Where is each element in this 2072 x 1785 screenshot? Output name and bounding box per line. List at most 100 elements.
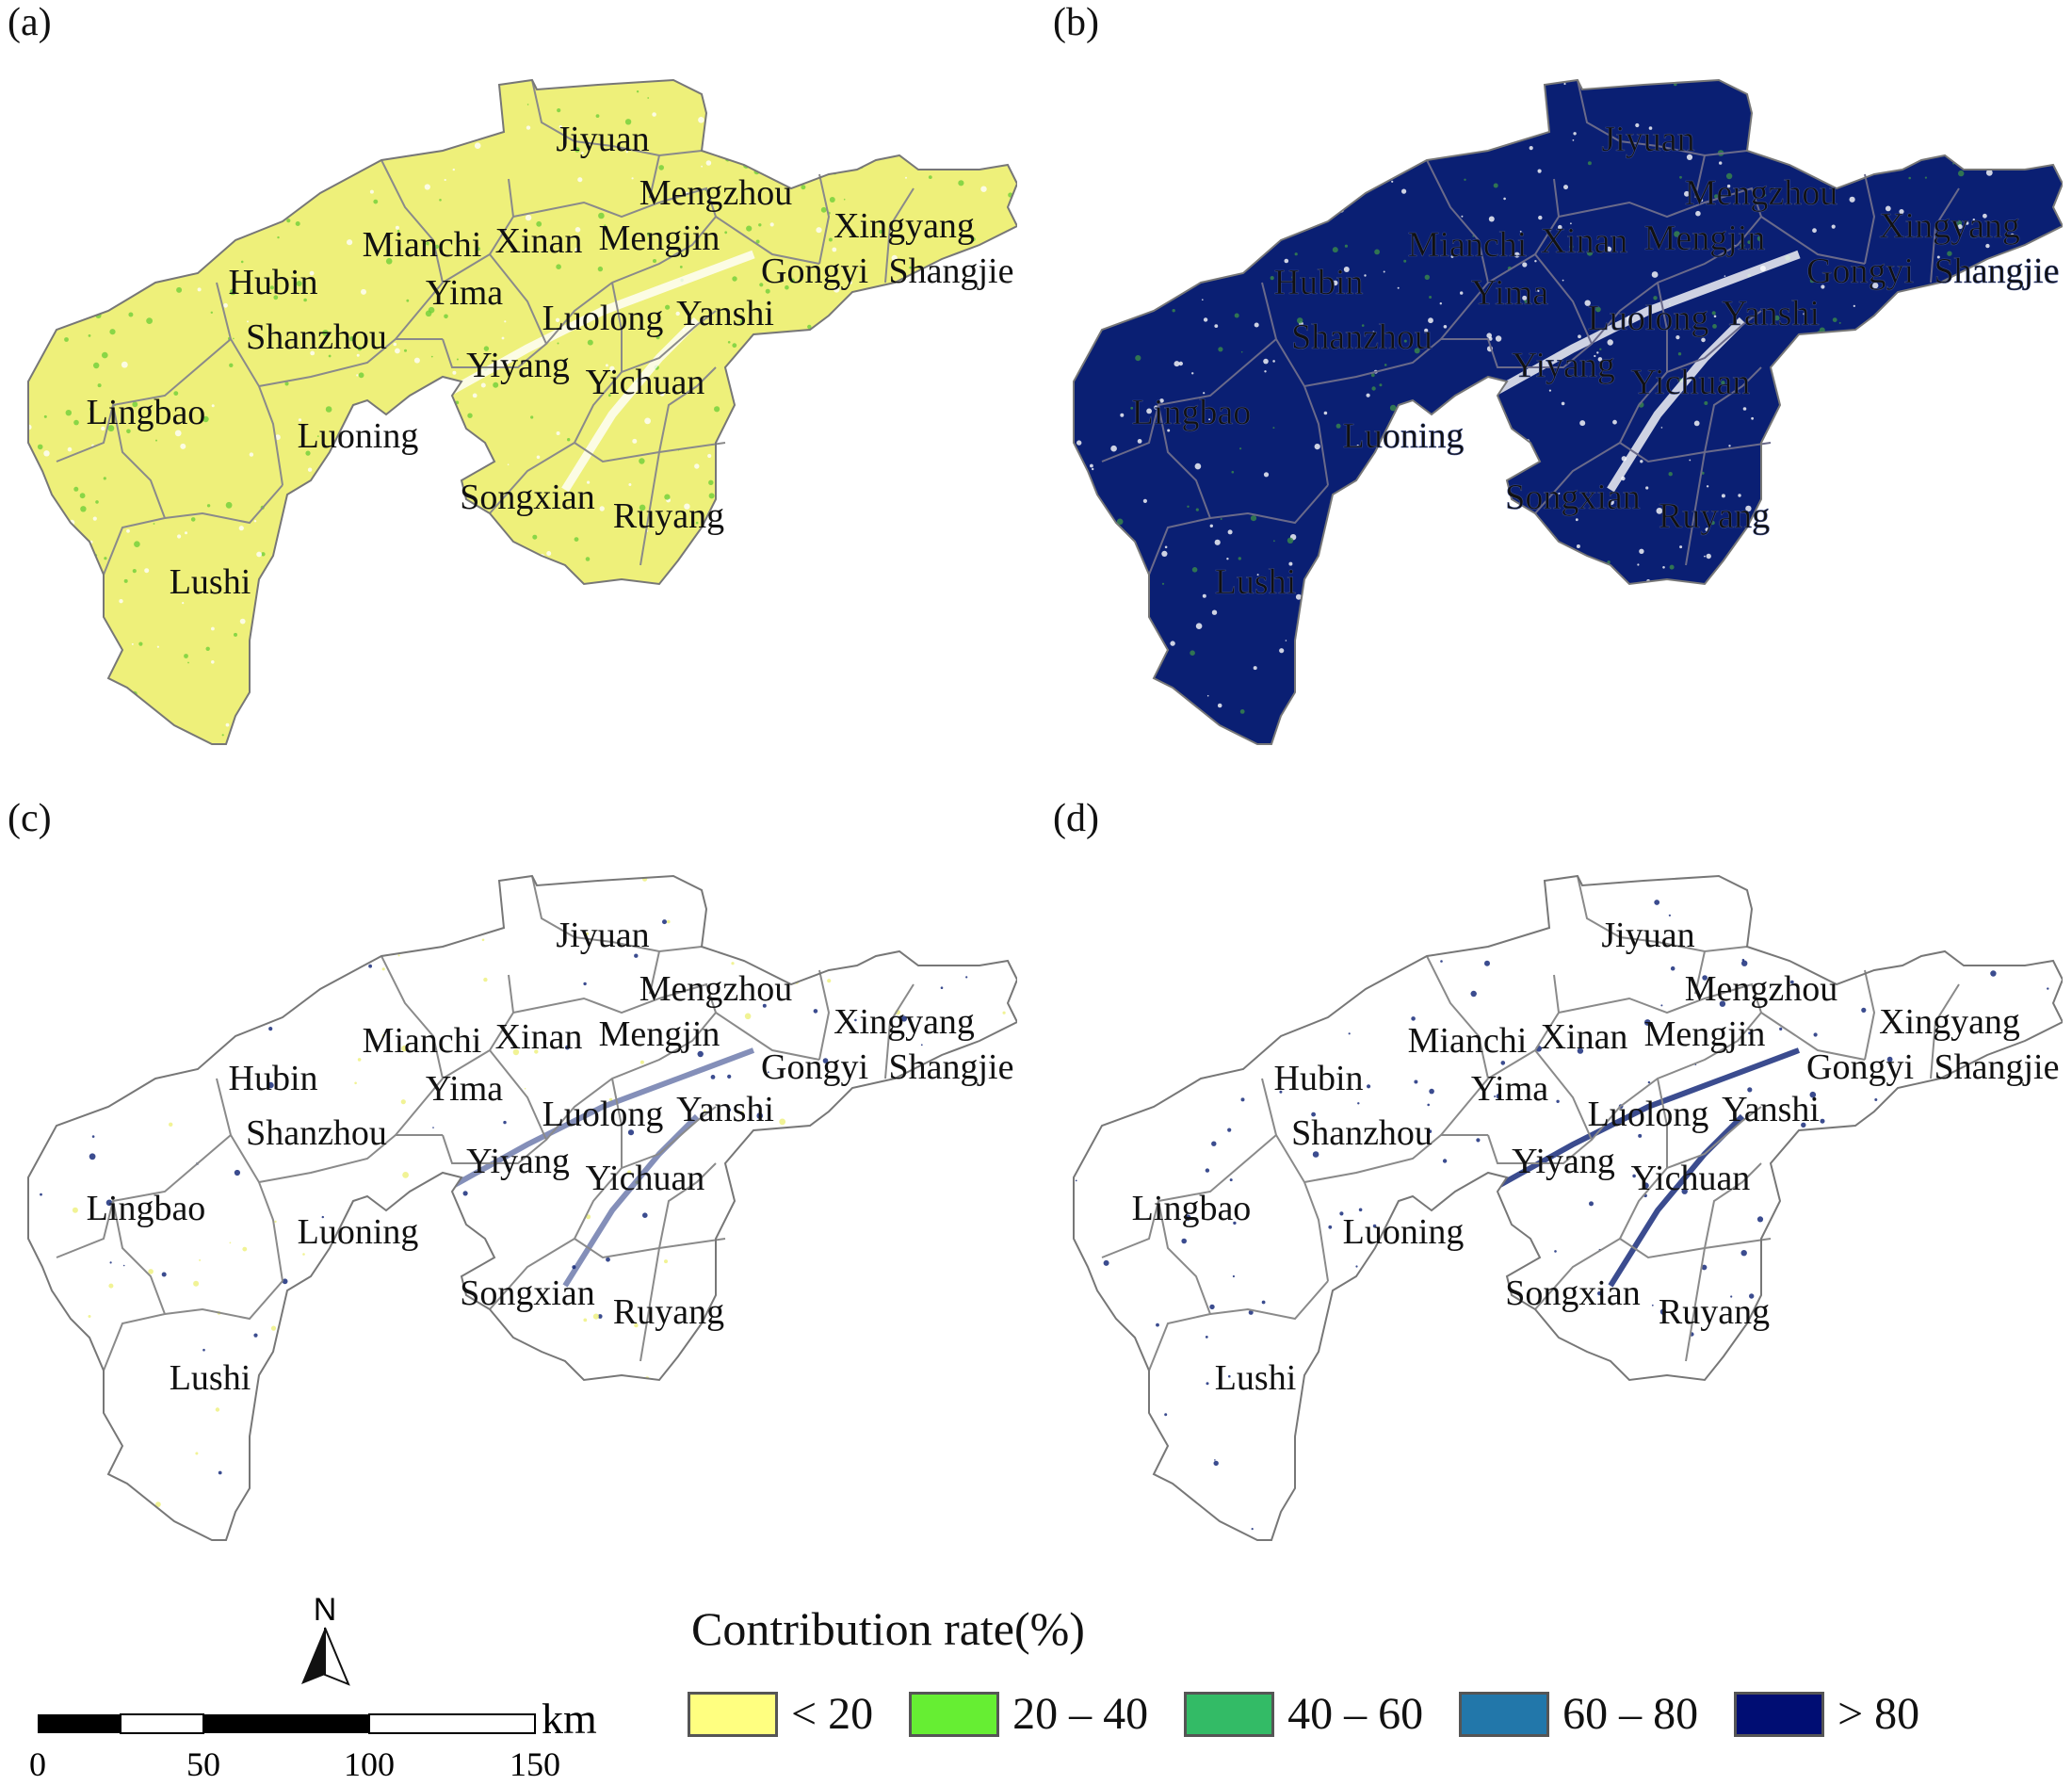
place-label-xingyang: Xingyang [1879,206,2020,246]
place-label-lushi: Lushi [170,562,251,602]
legend-label: 60 – 80 [1562,1689,1699,1739]
county-border [56,1134,232,1258]
scale-tick: 50 [186,1745,220,1780]
county-border [1101,1134,1277,1258]
county-border [1303,1134,1488,1183]
place-label-mengjin: Mengjin [1644,219,1766,258]
county-border [489,1238,575,1310]
place-label-yiyang: Yiyang [1512,346,1615,385]
place-label-hubin: Hubin [229,263,318,302]
county-border [512,982,717,1014]
place-label-shangjie: Shangjie [1934,1047,2060,1087]
place-label-mianchi: Mianchi [1408,225,1528,265]
scale-tick: 0 [29,1745,46,1780]
county-border [489,442,575,514]
region-outline [27,874,1017,1541]
county-border [1666,310,1762,373]
region-outline [1073,78,2063,745]
place-label-yanshi: Yanshi [676,1090,774,1129]
north-arrow-icon: N [301,1592,350,1686]
place-label-shangjie: Shangjie [889,1047,1014,1087]
county-border [574,1238,726,1259]
place-label-lingbao: Lingbao [1132,393,1252,432]
north-label: N [314,1592,337,1628]
place-label-hubin: Hubin [1274,263,1364,302]
place-label-xinan: Xinan [1541,221,1628,261]
county-border [545,216,717,345]
place-label-yichuan: Yichuan [1631,363,1751,402]
place-label-lingbao: Lingbao [87,1189,206,1228]
county-border [258,338,443,387]
place-label-yiyang: Yiyang [466,346,570,385]
map-svg: Jiyuan Mengzhou Xingyang Mianchi Xinan Mengji… [27,874,1017,1541]
county-border [103,404,167,576]
county-border [884,983,915,1079]
place-label-yima: Yima [426,1069,503,1109]
county-border [1591,1012,1762,1141]
county-border [639,451,660,566]
county-border [649,950,660,995]
place-label-mengzhou: Mengzhou [639,969,793,1009]
county-border [1558,982,1762,1014]
county-border [103,1200,167,1371]
scale-bar-and-north-arrow: N km 0 50 100 150 [28,1564,669,1783]
county-border [1487,253,1594,368]
county-border [1534,442,1621,514]
legend-items: < 20 20 – 40 40 – 60 60 – 80 > 80 [688,1688,1955,1740]
legend-label: < 20 [791,1689,874,1739]
map-panel-c: Jiyuan Mengzhou Xingyang Mianchi Xinan Mengji… [0,796,1017,1568]
county-border [164,484,283,525]
place-label-ruyang: Ruyang [613,496,724,536]
place-label-songxian: Songxian [1505,478,1641,517]
place-label-lushi: Lushi [170,1358,251,1398]
legend-item: 60 – 80 [1459,1688,1698,1740]
place-label-lingbao: Lingbao [87,393,206,432]
region-fill [1074,876,2063,1540]
place-label-luoning: Luoning [298,1212,419,1252]
county-border [1591,216,1762,345]
county-border [1534,1238,1621,1310]
region-fill [28,80,1017,744]
county-border [1685,451,1706,566]
region-fill [1074,80,2063,744]
place-label-hubin: Hubin [229,1059,318,1098]
scale-tick: 100 [344,1745,395,1780]
county-border [1760,216,1866,265]
county-border [574,442,726,463]
scale-bar: km 0 50 100 150 [29,1695,597,1783]
county-border [1760,1012,1866,1061]
place-label-lushi: Lushi [1215,562,1297,602]
legend-item: < 20 [688,1688,873,1740]
county-border [1426,159,1489,284]
panel-label: (c) [8,797,52,840]
legend-item: 20 – 40 [909,1688,1148,1740]
county-border [380,955,444,1079]
region-outline [1073,874,2063,1541]
county-border [442,1049,548,1164]
scale-tick: 150 [510,1745,560,1780]
place-label-gongyi: Gongyi [761,1047,868,1087]
place-label-luoning: Luoning [298,416,419,456]
place-label-mianchi: Mianchi [363,225,482,265]
place-label-gongyi: Gongyi [1806,252,1914,291]
county-border [1930,983,1960,1079]
county-border [1694,154,1706,199]
county-border [884,187,915,284]
place-label-songxian: Songxian [1505,1274,1641,1313]
county-border [1148,404,1212,576]
county-border [1426,955,1489,1079]
county-border [621,310,717,373]
place-label-yanshi: Yanshi [676,294,774,333]
place-label-gongyi: Gongyi [1806,1047,1914,1087]
place-label-jiyuan: Jiyuan [1601,120,1694,159]
place-label-yiyang: Yiyang [1512,1142,1615,1181]
place-label-yichuan: Yichuan [1631,1159,1751,1198]
place-label-shanzhou: Shanzhou [1291,317,1433,357]
county-border [1577,875,1659,943]
county-border [1704,1162,1762,1249]
place-label-jiyuan: Jiyuan [1601,916,1694,955]
place-label-luoning: Luoning [1343,1212,1465,1252]
county-border [1864,173,1876,265]
legend-swatch [688,1691,778,1737]
place-label-lushi: Lushi [1215,1358,1297,1398]
